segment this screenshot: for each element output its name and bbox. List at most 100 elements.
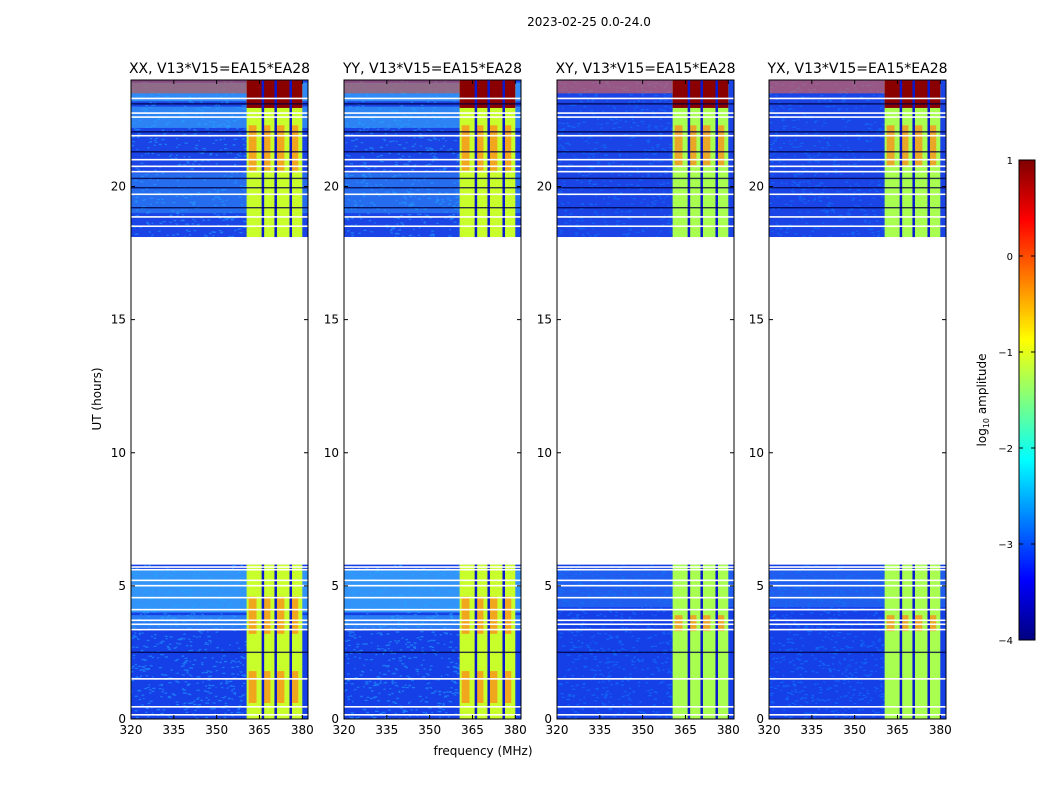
flag-line (557, 596, 734, 599)
axes-frame (130, 79, 309, 720)
top-rows (131, 80, 247, 94)
dark-line (557, 177, 734, 180)
flag-line (769, 97, 946, 100)
axes-frame (343, 79, 522, 720)
rfi-hot (290, 596, 299, 634)
y-tick-label: 15 (111, 313, 126, 327)
panel-title: YX, V13*V15=EA15*EA28 (766, 61, 947, 77)
rfi-hot (475, 596, 484, 634)
dark-line (131, 151, 308, 153)
dark-line (557, 651, 734, 654)
colorbar-label-base: log (975, 428, 989, 446)
y-tick-label: 0 (331, 712, 339, 726)
x-tick-label: 335 (162, 723, 185, 737)
y-tick-label: 5 (118, 579, 126, 593)
dark-line (557, 207, 734, 209)
rfi-hot (461, 671, 470, 704)
colorbar-ticks: 1 0 −1 −2 −3 −4 (998, 156, 1035, 647)
panel-yy: YY, V13*V15=EA15*EA28 320 335 350 365 380 0 5 10… (324, 61, 527, 737)
x-tick-label: 320 (758, 723, 781, 737)
rfi-hot (475, 125, 484, 171)
dark-line (131, 131, 308, 133)
y-tick-label: 15 (324, 313, 339, 327)
colorbar-tick-label: −4 (998, 636, 1013, 647)
flag-line (131, 566, 308, 568)
dark-line (344, 207, 521, 209)
rfi-hot (262, 596, 271, 634)
dark-line (131, 187, 308, 189)
flag-line (131, 112, 308, 114)
rfi-hot (688, 615, 697, 632)
dark-line (344, 187, 521, 189)
rfi-hot (248, 596, 257, 634)
rfi-hot (688, 125, 697, 166)
spectrogram-image (344, 80, 521, 719)
colorbar: 10−1−2−3−4 log10 amplitude (975, 156, 1036, 647)
flag-line (131, 628, 308, 631)
colorbar-label: log10 amplitude (975, 354, 991, 447)
flag-line (769, 193, 946, 196)
flag-line (769, 116, 946, 118)
flag-line (769, 158, 946, 161)
flag-line (344, 608, 521, 611)
flag-line (131, 165, 308, 168)
rfi-hot (900, 125, 909, 166)
flag-line (769, 568, 946, 571)
x-tick-label: 365 (674, 723, 697, 737)
flag-line (344, 170, 521, 173)
rfi-hot (290, 671, 299, 704)
y-tick-label: 15 (749, 313, 764, 327)
flag-line (557, 193, 734, 196)
flag-line (557, 112, 734, 114)
flag-line (131, 706, 308, 708)
rfi-hot (900, 615, 909, 632)
flag-line (131, 596, 308, 599)
x-tick-label: 320 (333, 723, 356, 737)
y-tick-label: 0 (118, 712, 126, 726)
panel-xy: XY, V13*V15=EA15*EA28 320 335 350 365 380 0 5 10… (537, 61, 740, 737)
x-tick-label: 335 (588, 723, 611, 737)
y-tick-label: 5 (331, 579, 339, 593)
flag-line (131, 584, 308, 587)
rfi-hot (503, 671, 512, 704)
flag-line (344, 158, 521, 161)
dark-line (769, 131, 946, 133)
y-tick-label: 15 (537, 313, 552, 327)
colorbar-tick-label: −3 (998, 540, 1013, 551)
flag-line (557, 623, 734, 626)
flag-line (769, 608, 946, 611)
flag-line (769, 584, 946, 587)
flag-line (557, 216, 734, 218)
dark-line (769, 651, 946, 654)
rfi-hot (886, 615, 895, 632)
flag-line (557, 116, 734, 118)
y-tick-label: 0 (756, 712, 764, 726)
colorbar-tick-label: 1 (1007, 156, 1013, 167)
flag-line (769, 579, 946, 582)
rfi-hot (674, 125, 683, 166)
rfi-hot (489, 671, 498, 704)
flag-line (557, 608, 734, 611)
flag-line (131, 579, 308, 582)
rfi-hot (702, 615, 711, 632)
rfi-hot (248, 671, 257, 704)
dark-line (344, 131, 521, 133)
flag-line (131, 619, 308, 622)
dark-line (557, 187, 734, 189)
x-tick-label: 380 (291, 723, 314, 737)
flag-line (557, 628, 734, 631)
dark-line (344, 103, 521, 105)
rfi-hot (674, 615, 683, 632)
x-tick-label: 350 (631, 723, 654, 737)
colorbar-tick-label: −2 (998, 444, 1013, 455)
flag-line (344, 623, 521, 626)
dark-line (769, 103, 946, 105)
rfi-hot (262, 125, 271, 171)
x-tick-label: 365 (461, 723, 484, 737)
flag-line (557, 170, 734, 173)
flag-line (131, 193, 308, 196)
flag-line (131, 568, 308, 571)
flag-line (131, 608, 308, 611)
spectrogram-image (131, 80, 308, 719)
rfi-hot (276, 596, 285, 634)
